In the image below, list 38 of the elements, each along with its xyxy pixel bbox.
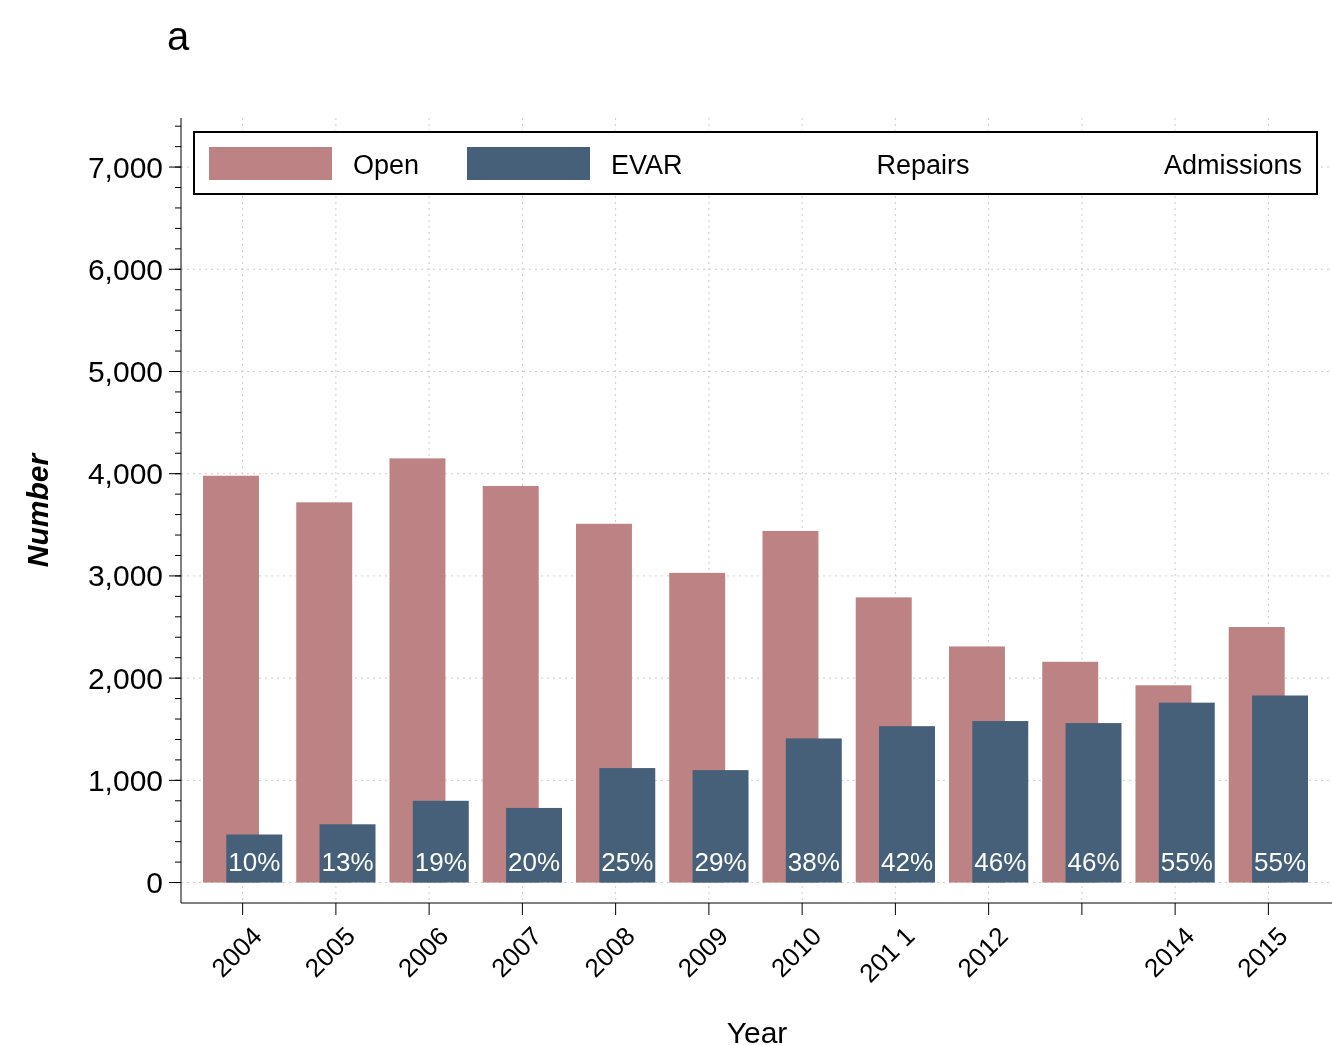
bar	[879, 726, 936, 883]
x-tick-label: 201 1	[853, 920, 921, 989]
bar	[1252, 695, 1309, 883]
bar	[599, 768, 656, 883]
y-tick-label: 6,000	[87, 252, 163, 286]
annotation: 19%	[414, 846, 467, 877]
annotation: 46%	[974, 846, 1027, 877]
y-tick-label: 7,000	[87, 150, 163, 184]
annotation: Repairs	[876, 150, 970, 181]
y-tick-label: 2,000	[87, 661, 163, 695]
bar	[785, 738, 842, 883]
annotation: 10%	[228, 846, 281, 877]
annotation: 38%	[787, 846, 840, 877]
legend-label: EVAR	[611, 150, 683, 181]
annotation: 25%	[601, 846, 654, 877]
x-axis-title: Year	[726, 1016, 788, 1045]
y-axis-title: Number	[21, 451, 54, 568]
legend-label: Open	[353, 150, 420, 181]
y-tick-label: 4,000	[87, 457, 163, 491]
annotation: 20%	[508, 846, 561, 877]
annotation: 13%	[321, 846, 374, 877]
y-tick-label: 5,000	[87, 354, 163, 388]
y-tick-label: 1,000	[87, 763, 163, 797]
bar	[972, 721, 1029, 883]
y-tick-label: 0	[146, 866, 163, 900]
annotation: 29%	[694, 846, 747, 877]
annotation: Admissions	[1163, 150, 1303, 181]
annotation: 55%	[1254, 846, 1307, 877]
annotation: 46%	[1067, 846, 1120, 877]
chart-title: a	[166, 14, 190, 58]
y-tick-label: 3,000	[87, 559, 163, 593]
bar	[1065, 723, 1122, 883]
bar	[692, 770, 749, 883]
bar	[1158, 702, 1215, 883]
bar	[412, 800, 469, 883]
bar	[506, 807, 563, 883]
annotation: 42%	[881, 846, 934, 877]
annotation: 55%	[1160, 846, 1213, 877]
